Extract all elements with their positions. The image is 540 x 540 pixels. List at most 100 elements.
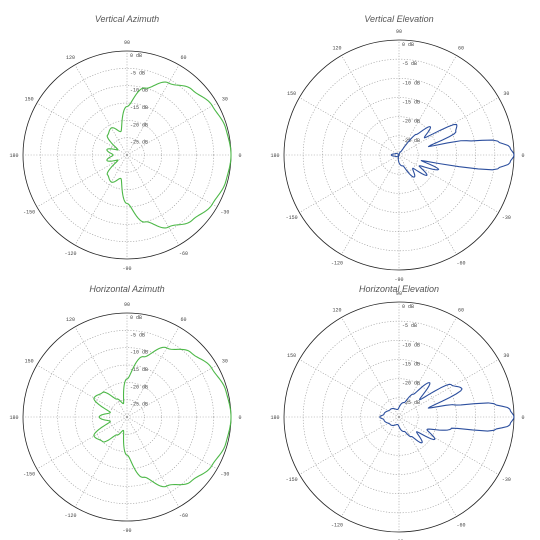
grid-ring <box>360 378 438 456</box>
grid-spoke <box>36 102 128 156</box>
angle-tick-label: 60 <box>458 308 464 314</box>
db-tick-label: -25 dB <box>130 402 148 408</box>
grid-spoke <box>126 416 218 470</box>
grid-spoke <box>341 317 400 418</box>
angle-tick-label: -60 <box>456 260 465 266</box>
grid-ring <box>40 330 214 504</box>
grid-spoke <box>398 359 499 418</box>
grid-spoke <box>126 326 180 418</box>
grid-ring <box>360 116 438 194</box>
angle-tick-label: -60 <box>456 522 465 528</box>
angle-tick-label: -30 <box>220 210 229 216</box>
angle-tick-label: 30 <box>503 91 509 97</box>
grid-spoke <box>36 364 128 418</box>
angle-tick-label: 90 <box>124 302 130 308</box>
angle-tick-label: -60 <box>179 513 188 519</box>
angle-tick-label: 90 <box>396 291 402 297</box>
angle-tick-label: 60 <box>180 55 186 61</box>
angle-tick-label: 0 <box>521 415 524 421</box>
angle-tick-label: -30 <box>502 477 511 483</box>
grid-spoke <box>126 154 180 246</box>
db-tick-label: -20 dB <box>130 384 148 390</box>
angle-tick-label: -150 <box>23 210 35 216</box>
db-tick-label: 0 dB <box>130 315 142 321</box>
grid-spoke <box>299 416 400 475</box>
radiation-pattern-trace <box>390 123 515 178</box>
angle-tick-label: 30 <box>222 359 228 365</box>
angle-tick-label: -60 <box>179 251 188 257</box>
db-tick-label: -15 dB <box>402 362 420 368</box>
grid-spoke <box>36 416 128 470</box>
grid-spoke <box>398 97 499 156</box>
db-tick-label: 0 dB <box>402 304 414 310</box>
angle-tick-label: 30 <box>222 97 228 103</box>
grid-spoke <box>126 64 180 156</box>
angle-tick-label: 120 <box>332 46 341 52</box>
db-tick-label: -20 dB <box>402 381 420 387</box>
angle-tick-label: -120 <box>331 522 343 528</box>
polar-chart-1: Vertical Azimuth 0 30 60 90 120 150 180 -150 -120… <box>9 14 241 272</box>
db-tick-label: -15 dB <box>130 105 148 111</box>
grid-spoke <box>398 416 499 475</box>
angle-tick-label: 150 <box>25 97 34 103</box>
angle-tick-label: -120 <box>64 513 76 519</box>
db-tick-label: -5 dB <box>402 323 417 329</box>
angle-tick-label: -30 <box>220 472 229 478</box>
grid-spoke <box>74 326 128 418</box>
chart-title: Vertical Elevation <box>364 14 433 24</box>
polar-chart-4: Horizontal Elevation 0 30 60 90 120 150 180 -150… <box>270 284 524 540</box>
angle-tick-label: 60 <box>458 46 464 52</box>
angle-tick-label: 90 <box>396 29 402 35</box>
angle-tick-label: 120 <box>66 55 75 61</box>
radiation-pattern-trace <box>106 81 232 229</box>
polar-chart-2: Vertical Elevation 0 30 60 90 120 150 180 -150 -1… <box>270 14 524 283</box>
angle-tick-label: 0 <box>521 153 524 159</box>
angle-tick-label: 30 <box>503 353 509 359</box>
grid-ring <box>74 364 180 470</box>
angle-tick-label: 150 <box>287 91 296 97</box>
polar-chart-3: Horizontal Azimuth 0 30 60 90 120 150 180 -150 -1… <box>9 284 241 534</box>
grid-spoke <box>299 154 400 213</box>
grid-spoke <box>398 317 457 418</box>
grid-spoke <box>341 154 400 255</box>
grid-spoke <box>398 154 499 213</box>
db-tick-label: -5 dB <box>130 332 145 338</box>
grid-spoke <box>299 359 400 418</box>
db-tick-label: 0 dB <box>402 42 414 48</box>
db-tick-label: 0 dB <box>130 53 142 59</box>
grid-ring <box>40 68 214 242</box>
grid-ring <box>57 347 197 487</box>
db-tick-label: -20 dB <box>402 119 420 125</box>
angle-tick-label: -90 <box>122 528 131 534</box>
angle-tick-label: -150 <box>286 477 298 483</box>
db-tick-label: -5 dB <box>402 61 417 67</box>
grid-spoke <box>341 416 400 517</box>
db-tick-label: -5 dB <box>130 70 145 76</box>
angle-tick-label: 90 <box>124 40 130 46</box>
angle-tick-label: -120 <box>331 260 343 266</box>
grid-spoke <box>74 154 128 246</box>
db-tick-label: -10 dB <box>402 342 420 348</box>
angle-tick-label: 120 <box>332 308 341 314</box>
angle-tick-label: -150 <box>23 472 35 478</box>
db-tick-label: -25 dB <box>402 400 420 406</box>
db-tick-label: -15 dB <box>130 367 148 373</box>
angle-tick-label: -90 <box>122 266 131 272</box>
grid-ring <box>74 102 180 208</box>
grid-spoke <box>398 416 457 517</box>
angle-tick-label: -150 <box>286 215 298 221</box>
grid-ring <box>341 359 457 475</box>
grid-ring <box>57 85 197 225</box>
angle-tick-label: 120 <box>66 317 75 323</box>
angle-tick-label: 150 <box>287 353 296 359</box>
angle-tick-label: -120 <box>64 251 76 257</box>
angle-tick-label: 0 <box>238 153 241 159</box>
chart-title: Vertical Azimuth <box>95 14 159 24</box>
angle-tick-label: 150 <box>25 359 34 365</box>
angle-tick-label: 0 <box>238 415 241 421</box>
grid-spoke <box>36 154 128 208</box>
angle-tick-label: 60 <box>180 317 186 323</box>
grid-spoke <box>126 154 218 208</box>
angle-tick-label: 180 <box>270 153 279 159</box>
